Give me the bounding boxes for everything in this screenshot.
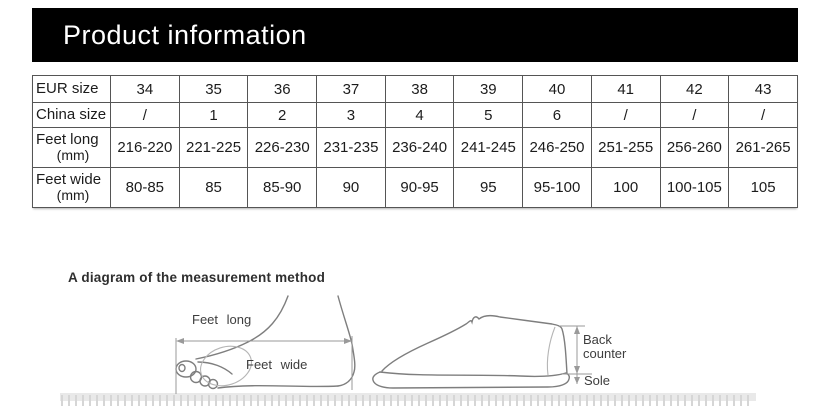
size-cell: 34	[110, 75, 180, 103]
size-chart-table: EUR size 34 35 36 37 38 39 40 41 42 43 C…	[32, 75, 798, 208]
feet-long-label: Feet long	[192, 312, 251, 327]
size-cell: 80-85	[110, 167, 180, 208]
row-label: Feet wide (mm)	[32, 167, 111, 208]
size-cell: 221-225	[178, 127, 249, 168]
back-counter-label-line2: counter	[583, 346, 627, 361]
size-cell: 241-245	[453, 127, 524, 168]
size-cell: 85	[178, 167, 249, 208]
size-cell: 90-95	[384, 167, 455, 208]
ball-girth-ellipse	[200, 345, 252, 387]
size-cell: 42	[659, 75, 730, 103]
size-cell: 4	[384, 102, 455, 128]
foot-sketch: Feet long Feet wide	[175, 295, 356, 394]
size-cell: 1	[178, 102, 249, 128]
size-cell: 5	[453, 102, 524, 128]
ruler	[60, 393, 756, 406]
size-cell: 35	[178, 75, 249, 103]
size-cell: 37	[316, 75, 386, 103]
size-cell: 251-255	[590, 127, 661, 168]
size-cell: 236-240	[384, 127, 455, 168]
size-cell: 90	[316, 167, 386, 208]
size-cell: 216-220	[110, 127, 180, 168]
table-row-eur-size: EUR size 34 35 36 37 38 39 40 41 42 43	[32, 75, 798, 103]
size-cell: /	[728, 102, 798, 128]
size-cell: 38	[384, 75, 455, 103]
size-cell: 2	[247, 102, 318, 128]
size-cell: 85-90	[247, 167, 318, 208]
back-counter-dimension	[559, 325, 592, 384]
size-cell: 100	[590, 167, 661, 208]
row-label: China size	[32, 102, 111, 128]
size-cell: 231-235	[316, 127, 386, 168]
size-cell: 43	[728, 75, 798, 103]
size-cell: /	[590, 102, 661, 128]
size-cell: 40	[522, 75, 592, 103]
table-row-china-size: China size / 1 2 3 4 5 6 / / /	[32, 102, 798, 128]
size-cell: 261-265	[728, 127, 798, 168]
diagram-heading: A diagram of the measurement method	[68, 270, 326, 285]
size-cell: /	[659, 102, 730, 128]
table-row-feet-wide: Feet wide (mm) 80-85 85 85-90 90 90-95 95…	[32, 167, 798, 208]
size-cell: 246-250	[522, 127, 592, 168]
feet-wide-label: Feet wide	[246, 357, 307, 372]
sole-label: Sole	[584, 373, 610, 388]
size-cell: 95-100	[522, 167, 592, 208]
page-title: Product information	[63, 20, 307, 50]
shoe-sketch: Back counter Sole	[372, 314, 627, 389]
size-cell: 226-230	[247, 127, 318, 168]
size-cell: 6	[522, 102, 592, 128]
size-cell: 41	[590, 75, 661, 103]
size-cell: 3	[316, 102, 386, 128]
row-label: EUR size	[32, 75, 111, 103]
size-cell: /	[110, 102, 180, 128]
size-cell: 105	[728, 167, 798, 208]
back-counter-label-line1: Back	[583, 332, 612, 347]
size-cell: 95	[453, 167, 524, 208]
size-cell: 100-105	[659, 167, 730, 208]
size-cell: 256-260	[659, 127, 730, 168]
size-cell: 36	[247, 75, 318, 103]
table-row-feet-long: Feet long (mm) 216-220 221-225 226-230 23…	[32, 127, 798, 168]
size-cell: 39	[453, 75, 524, 103]
product-info-header: Product information	[32, 8, 798, 62]
feet-long-dimension	[175, 336, 353, 394]
row-label: Feet long (mm)	[32, 127, 111, 168]
